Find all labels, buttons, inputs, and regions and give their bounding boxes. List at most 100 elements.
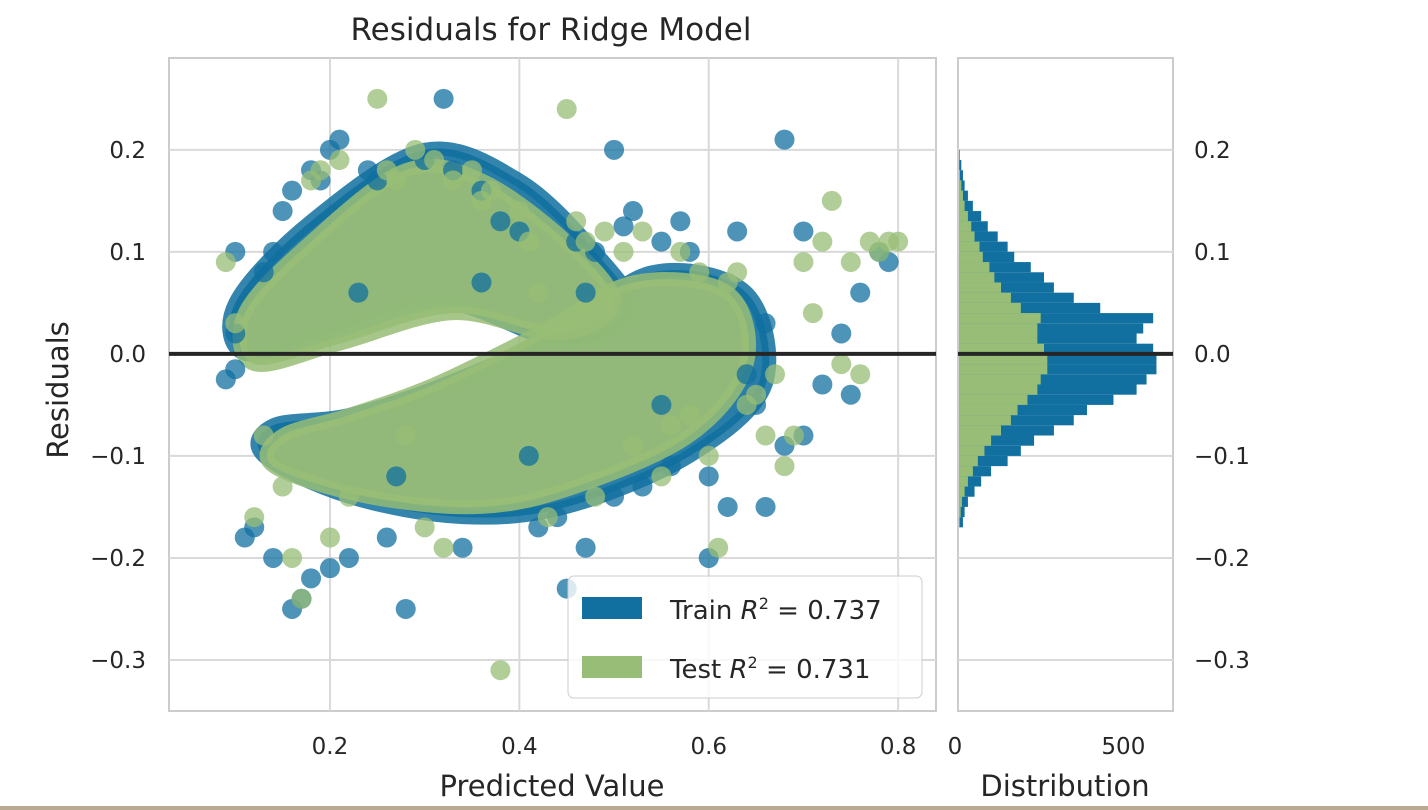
train-point xyxy=(225,359,246,380)
test-point xyxy=(622,435,643,456)
train-histogram-bar xyxy=(959,241,1008,252)
train-point xyxy=(395,598,416,619)
test-histogram-bar xyxy=(959,241,980,252)
test-point xyxy=(783,425,804,446)
train-histogram-bar xyxy=(959,190,968,201)
train-point xyxy=(717,496,738,517)
test-histogram-bar xyxy=(959,374,1041,385)
train-point xyxy=(253,262,274,283)
chart-title: Residuals for Ridge Model xyxy=(351,12,752,48)
test-histogram-bar xyxy=(959,486,965,497)
test-point xyxy=(329,150,350,171)
test-point xyxy=(253,425,274,446)
test-point xyxy=(594,221,615,242)
test-point xyxy=(755,425,776,446)
scatter-x-tick-label: 0.8 xyxy=(880,734,917,760)
distribution-y-tick-labels: 0.2 0.1 0.0 −0.1 −0.2 −0.3 xyxy=(1194,138,1250,674)
test-histogram-bar xyxy=(959,231,975,242)
legend-box xyxy=(567,575,923,699)
train-point xyxy=(727,221,748,242)
train-histogram-bar xyxy=(959,251,1015,263)
train-point xyxy=(471,272,492,293)
train-point xyxy=(793,221,814,242)
train-histogram-bar xyxy=(959,272,1044,283)
test-histogram-bar xyxy=(959,496,962,507)
train-histogram-bar xyxy=(959,506,965,518)
test-point xyxy=(225,313,246,334)
train-point xyxy=(774,129,795,150)
test-point xyxy=(831,354,852,375)
test-histogram-bar xyxy=(959,282,1001,293)
train-histogram-bar xyxy=(959,211,982,222)
scatter-x-tick-label: 0.6 xyxy=(690,734,727,760)
train-point xyxy=(613,216,634,237)
distribution-x-tick-label: 500 xyxy=(1101,734,1145,760)
train-histogram-bar xyxy=(959,404,1087,416)
scatter-points xyxy=(215,88,909,681)
train-point xyxy=(263,547,284,568)
test-point xyxy=(802,303,823,324)
distribution-histogram-bars xyxy=(959,149,1157,528)
train-histogram-bar xyxy=(959,333,1137,344)
legend-swatch-test xyxy=(582,656,642,678)
scatter-y-tick-label: 0.2 xyxy=(109,138,146,164)
test-point xyxy=(689,262,710,283)
train-point xyxy=(319,558,340,579)
test-point xyxy=(215,252,236,273)
test-histogram-bar xyxy=(959,190,963,201)
train-histogram-bar xyxy=(959,486,975,497)
train-point xyxy=(272,201,293,222)
test-point xyxy=(537,507,558,528)
train-point xyxy=(490,211,511,232)
test-point xyxy=(679,405,700,426)
residuals-distribution-panel: 0.2 0.1 0.0 −0.1 −0.2 −0.3 0 500 Distribution xyxy=(948,57,1250,803)
train-point xyxy=(575,537,596,558)
test-point xyxy=(367,88,388,109)
test-histogram-bar xyxy=(959,404,1018,416)
test-point xyxy=(774,456,795,477)
distribution-y-tick-label: −0.2 xyxy=(1194,546,1250,572)
test-point xyxy=(490,660,511,681)
test-histogram-bar xyxy=(959,302,1021,314)
train-histogram-bar xyxy=(959,302,1101,314)
train-histogram-bar xyxy=(959,200,973,212)
train-histogram-bar xyxy=(959,149,960,161)
test-point xyxy=(272,476,293,497)
scatter-x-tick-label: 0.4 xyxy=(501,734,538,760)
legend-label-test: Test R2 = 0.731 xyxy=(669,653,871,685)
train-point xyxy=(840,384,861,405)
test-histogram-bar xyxy=(959,506,961,518)
train-point xyxy=(376,527,397,548)
train-histogram-bar xyxy=(959,466,992,477)
scatter-x-tick-label: 0.2 xyxy=(312,734,349,760)
test-point xyxy=(821,190,842,211)
test-point xyxy=(405,139,426,160)
train-point xyxy=(282,180,303,201)
train-histogram-bar xyxy=(959,476,982,487)
test-histogram-bar xyxy=(959,445,985,456)
test-point xyxy=(793,252,814,273)
train-point xyxy=(575,282,596,303)
test-histogram-bar xyxy=(959,170,960,181)
test-histogram-bar xyxy=(959,292,1011,303)
test-point xyxy=(670,241,691,262)
test-point xyxy=(575,231,596,252)
distribution-y-tick-label: −0.3 xyxy=(1194,648,1250,674)
distribution-y-tick-label: 0.2 xyxy=(1194,138,1231,164)
test-point xyxy=(338,486,359,507)
test-point xyxy=(443,170,464,191)
scatter-y-tick-label: −0.1 xyxy=(90,444,146,470)
distribution-axis-label: Distribution xyxy=(980,769,1149,803)
train-point xyxy=(433,88,454,109)
train-point xyxy=(604,486,625,507)
train-histogram-bar xyxy=(959,517,963,528)
test-point xyxy=(698,445,719,466)
x-axis-label: Predicted Value xyxy=(440,769,665,803)
test-point xyxy=(282,547,303,568)
distribution-y-tick-label: −0.1 xyxy=(1194,444,1250,470)
test-point xyxy=(765,364,786,385)
window-bottom-border xyxy=(0,806,1428,810)
distribution-y-tick-label: 0.1 xyxy=(1194,240,1231,266)
train-histogram-bar xyxy=(959,231,998,242)
train-histogram-bar xyxy=(959,455,1008,467)
